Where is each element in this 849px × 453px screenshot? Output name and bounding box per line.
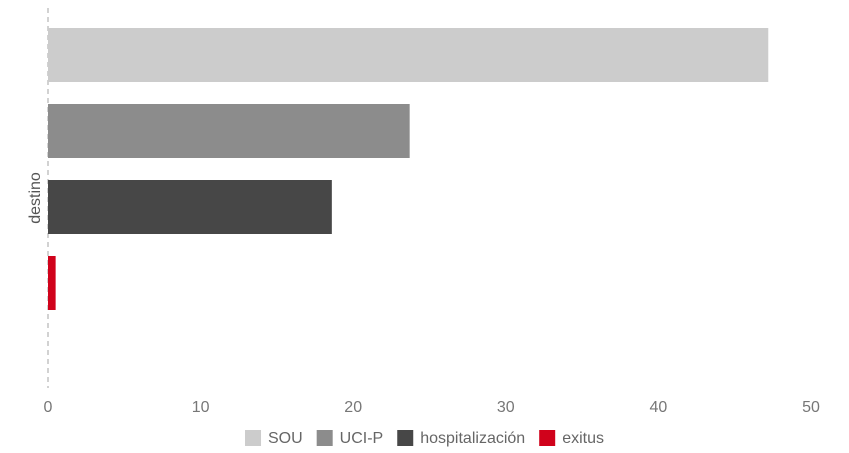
legend-item: UCI-P <box>316 430 384 447</box>
legend-swatch <box>539 430 556 446</box>
legend-swatch <box>245 430 262 446</box>
legend-label: UCI-P <box>340 430 384 447</box>
legend-item: hospitalización <box>397 430 525 447</box>
x-tick-label: 0 <box>44 399 53 416</box>
x-tick-label: 50 <box>802 399 820 416</box>
x-tick-labels: 0 10 20 30 40 50 <box>44 399 820 416</box>
bar-sou <box>48 28 769 82</box>
x-tick-label: 30 <box>497 399 515 416</box>
legend-item: SOU <box>245 430 303 447</box>
bars-group <box>48 28 769 310</box>
legend-label: hospitalización <box>420 430 525 447</box>
legend-item: exitus <box>539 430 604 447</box>
bar-exitus <box>48 256 56 310</box>
x-tick-label: 10 <box>192 399 210 416</box>
bar-uci-p <box>48 104 410 158</box>
x-tick-label: 40 <box>650 399 668 416</box>
legend: SOU UCI-P hospitalización exitus <box>245 430 604 447</box>
legend-label: exitus <box>562 430 604 447</box>
legend-swatch <box>316 430 333 446</box>
bar-hospitalizaci-n <box>48 180 332 234</box>
legend-label: SOU <box>268 430 303 447</box>
legend-swatch <box>397 430 414 446</box>
x-tick-label: 20 <box>344 399 362 416</box>
y-axis-label: destino <box>27 172 44 224</box>
